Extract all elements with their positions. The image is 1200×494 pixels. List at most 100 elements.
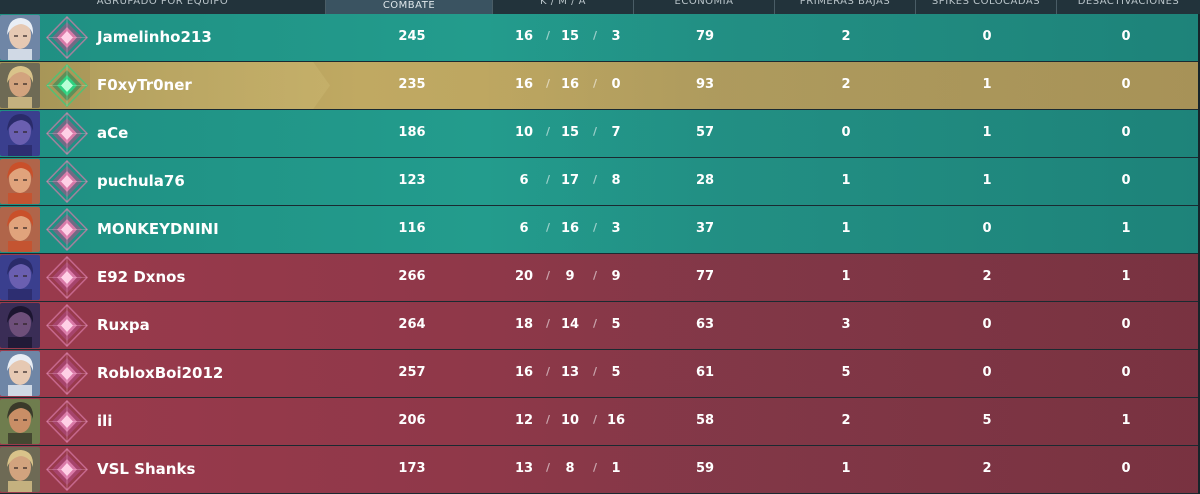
player-name[interactable]: puchula76	[97, 172, 185, 190]
kills: 6	[519, 173, 529, 188]
player-row[interactable]: puchula76 123 6 17 8 28 1 1 0 / /	[0, 158, 1200, 205]
deaths: 10	[560, 413, 580, 428]
rank-icon-pink-diamond	[44, 398, 90, 445]
header-defuses[interactable]: DESACTIVACIONES	[1077, 0, 1180, 7]
kills: 6	[519, 221, 529, 236]
combat-score: 116	[398, 221, 426, 236]
player-row[interactable]: Jamelinho213 245 16 15 3 79 2 0 0 / /	[0, 14, 1200, 61]
kda-separator: /	[593, 365, 598, 378]
kda-separator: /	[546, 413, 551, 426]
kda-separator: /	[593, 29, 598, 42]
agent-portrait-white-hair-icon	[0, 15, 40, 60]
deaths: 14	[560, 317, 580, 332]
player-row[interactable]: Ruxpa 264 18 14 5 63 3 0 0 / /	[0, 302, 1200, 349]
defuses: 0	[1121, 317, 1131, 332]
header-group-by-team[interactable]: AGRUPADO POR EQUIPO	[96, 0, 229, 7]
spikes-planted: 0	[982, 29, 992, 44]
rank-icon-green-diamond	[44, 62, 90, 109]
first-bloods: 1	[841, 173, 851, 188]
header-separator	[633, 0, 634, 14]
first-bloods: 1	[841, 221, 851, 236]
economy-score: 93	[695, 77, 715, 92]
player-row[interactable]: aCe 186 10 15 7 57 0 1 0//	[0, 110, 1200, 157]
deaths: 9	[565, 269, 575, 284]
header-economy[interactable]: ECONOMÍA	[674, 0, 734, 7]
header-separator	[492, 0, 493, 14]
assists: 3	[611, 29, 621, 44]
economy-score: 37	[695, 221, 715, 236]
defuses: 1	[1121, 221, 1131, 236]
first-bloods: 3	[841, 317, 851, 332]
agent-portrait-blond-icon	[0, 447, 40, 492]
deaths: 16	[560, 77, 580, 92]
row-overlay	[0, 398, 1200, 445]
kills: 20	[514, 269, 534, 284]
kda-separator: /	[546, 365, 551, 378]
deaths: 16	[560, 221, 580, 236]
player-name[interactable]: aCe	[97, 124, 129, 142]
kda-separator: /	[593, 125, 598, 138]
kills: 10	[514, 125, 534, 140]
first-bloods: 1	[841, 269, 851, 284]
player-name[interactable]: F0xyTr0ner	[97, 76, 192, 94]
spikes-planted: 1	[982, 173, 992, 188]
player-row[interactable]: VSL Shanks 173 13 8 1 59 1 2 0 / /	[0, 446, 1200, 493]
deaths: 8	[565, 461, 575, 476]
player-name[interactable]: E92 Dxnos	[97, 268, 186, 286]
defuses: 0	[1121, 461, 1131, 476]
combat-score: 206	[398, 413, 426, 428]
player-row[interactable]: E92 Dxnos 266 20 9 9 77 1 2 1 / /	[0, 254, 1200, 301]
kills: 12	[514, 413, 534, 428]
spikes-planted: 0	[982, 317, 992, 332]
header-plants[interactable]: SPIKES COLOCADAS	[931, 0, 1041, 7]
spikes-planted: 2	[982, 269, 992, 284]
player-name[interactable]: MONKEYDNINI	[97, 220, 219, 238]
assists: 0	[611, 77, 621, 92]
economy-score: 59	[695, 461, 715, 476]
player-row[interactable]: ili 206 12 10 16 58 2 5 1 / /	[0, 398, 1200, 445]
player-row[interactable]: RobloxBoi2012 257 16 13 5 61 5 0 0 / /	[0, 350, 1200, 397]
player-name[interactable]: RobloxBoi2012	[97, 364, 224, 382]
player-row[interactable]: MONKEYDNINI 116 6 16 3 37 1 0 1 / /	[0, 206, 1200, 253]
combat-score: 235	[398, 77, 426, 92]
kda-separator: /	[593, 77, 598, 90]
kda-separator: /	[593, 173, 598, 186]
rank-icon-pink-diamond	[44, 446, 90, 493]
player-name[interactable]: Ruxpa	[97, 316, 150, 334]
row-overlay	[0, 110, 1200, 157]
combat-score: 173	[398, 461, 426, 476]
player-name[interactable]: Jamelinho213	[97, 28, 212, 46]
agent-portrait-redhead-icon	[0, 159, 40, 204]
spikes-planted: 1	[982, 77, 992, 92]
spikes-planted: 0	[982, 365, 992, 380]
kda-separator: /	[546, 77, 551, 90]
deaths: 17	[560, 173, 580, 188]
agent-portrait-bandana-icon	[0, 399, 40, 444]
agent-portrait-white-hair-icon	[0, 351, 40, 396]
spikes-planted: 0	[982, 221, 992, 236]
player-name[interactable]: VSL Shanks	[97, 460, 196, 478]
header-combat[interactable]: COMBATE	[326, 0, 492, 14]
kda-separator: /	[593, 221, 598, 234]
agent-portrait-hooded-icon	[0, 111, 40, 156]
row-overlay	[0, 254, 1200, 301]
header-kda[interactable]: K / M / A	[540, 0, 586, 7]
defuses: 0	[1121, 365, 1131, 380]
economy-score: 77	[695, 269, 715, 284]
combat-score: 266	[398, 269, 426, 284]
row-overlay	[0, 302, 1200, 349]
header-first-bloods[interactable]: PRIMERAS BAJAS	[799, 0, 891, 7]
kda-separator: /	[546, 317, 551, 330]
agent-portrait-blond-icon	[0, 63, 40, 108]
kda-separator: /	[546, 29, 551, 42]
economy-score: 58	[695, 413, 715, 428]
player-name[interactable]: ili	[97, 412, 113, 430]
kills: 16	[514, 365, 534, 380]
player-row[interactable]: F0xyTr0ner 235 16 16 0 93 2 1 0 / /	[0, 62, 1200, 109]
kda-separator: /	[546, 173, 551, 186]
combat-score: 257	[398, 365, 426, 380]
header-separator	[774, 0, 775, 14]
combat-score: 123	[398, 173, 426, 188]
kills: 16	[514, 29, 534, 44]
assists: 1	[611, 461, 621, 476]
